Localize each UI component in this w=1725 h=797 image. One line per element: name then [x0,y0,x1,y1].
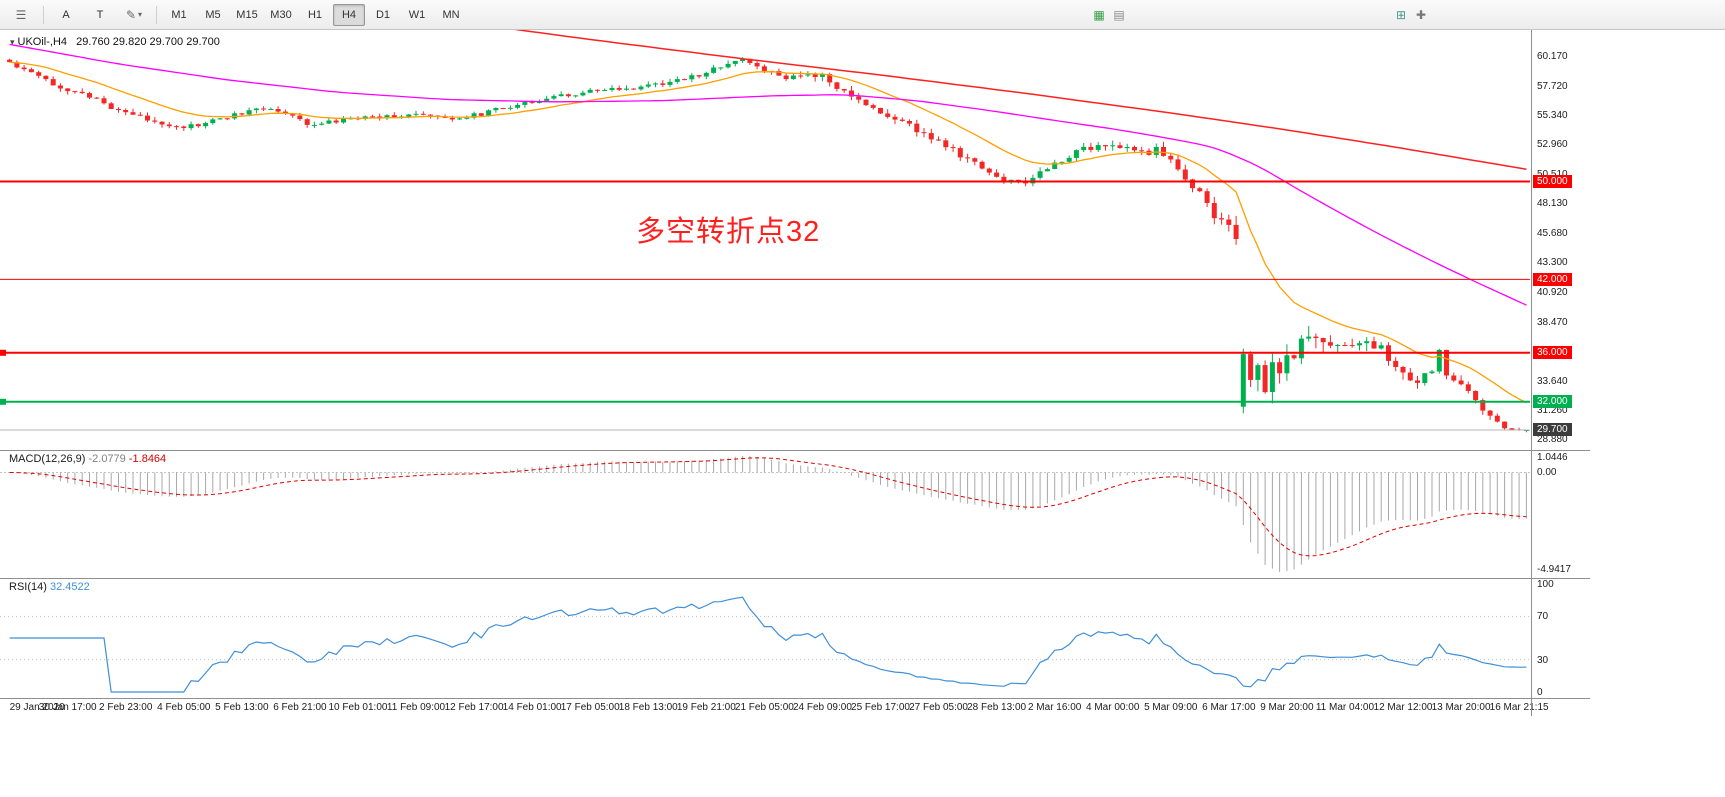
rsi-indicator-label: RSI(14) 32.4522 [9,581,90,593]
chart-toolbar: ☰ A T ✎ ▾ M1 M5 M15 M30 H1 H4 D1 W1 MN ▦ ▤ ⊞ ✚ [0,0,1725,30]
chevron-down-icon: ▾ [138,10,143,19]
price-tick: 60.170 [1537,51,1568,62]
price-tick: 40.920 [1537,286,1568,298]
macd-canvas[interactable] [0,450,1530,578]
price-tick: 33.640 [1537,375,1568,387]
time-scale[interactable]: 29 Jan 2020 30 Jan 17:00 2 Feb 23:00 4 Feb … [0,698,1590,717]
text-tool-button[interactable]: T [96,8,104,21]
price-tick: 48.130 [1537,198,1568,210]
panel-separator[interactable] [0,450,1590,451]
price-tick: 50.510 [1537,169,1568,181]
timeframe-button-h1[interactable]: H1 [307,8,323,21]
timeframe-group: M1 M5 M15 M30 H1 H4 D1 W1 MN [162,3,468,26]
time-label: 9 Mar 20:00 [1260,702,1314,713]
toolbar-separator [43,5,44,24]
indicators-icon[interactable]: ▦ [1093,8,1105,22]
time-label: 27 Feb 05:00 [909,702,968,713]
time-label: 5 Feb 13:00 [215,702,269,713]
time-label: 11 Feb 09:00 [386,702,446,713]
time-label: 18 Feb 13:00 [618,702,678,713]
macd-signal-value: -1.8464 [128,453,167,465]
rsi-canvas[interactable] [0,578,1530,698]
time-label: 2 Mar 16:00 [1027,702,1082,713]
macd-name: MACD(12,26,9) [9,453,86,465]
chart-header: ▾ UKOil-,H4 29.760 29.820 29.700 29.700 [10,36,220,48]
macd-scale-bottom: -4.9417 [1537,564,1571,575]
toolbar-separator [156,5,157,24]
timeframe-button-m1[interactable]: M1 [171,8,187,21]
time-label: 19 Feb 21:00 [676,702,736,713]
timeframe-button-h4[interactable]: H4 [333,3,365,26]
hline-price-tag: 42.000 [1533,272,1572,286]
rsi-value: 32.4522 [49,581,90,593]
time-label: 2 Feb 23:00 [99,702,153,713]
charts-list-icon[interactable]: ☰ [15,7,27,22]
time-label: 17 Feb 05:00 [560,702,620,713]
timeframe-button-m30[interactable]: M30 [270,8,292,21]
scale-separator [1531,30,1532,716]
grid-icon[interactable]: ⊞ [1395,8,1407,22]
crosshair-icon[interactable]: ✚ [1415,8,1427,22]
font-tool-button[interactable]: A [62,8,70,21]
rsi-name: RSI(14) [9,581,47,593]
rsi-scale-label: 100 [1537,579,1554,590]
time-label: 5 Mar 09:00 [1144,702,1198,713]
time-label: 10 Feb 01:00 [328,702,388,713]
hline-price-tag: 50.000 [1533,174,1572,188]
chart-annotation-text[interactable]: 多空转折点32 [636,216,821,248]
rsi-scale-label: 30 [1537,654,1549,666]
price-tick: 45.680 [1537,228,1568,240]
price-tick: 38.470 [1537,316,1568,328]
price-tick: 43.300 [1537,257,1568,269]
price-tick: 57.720 [1537,80,1568,92]
time-label: 30 Jan 17:00 [38,702,97,713]
time-label: 21 Feb 05:00 [734,702,794,713]
timeframe-button-mn[interactable]: MN [442,8,460,21]
price-tick: 28.880 [1537,434,1568,445]
ohlc-values: 29.760 29.820 29.700 29.700 [76,36,220,48]
time-label: 6 Mar 17:00 [1202,702,1256,713]
time-label: 24 Feb 09:00 [792,702,852,713]
time-label: 13 Mar 20:00 [1431,702,1491,713]
candlestick-canvas[interactable] [0,30,1530,450]
price-tick: 52.960 [1537,139,1568,151]
timeframe-button-d1[interactable]: D1 [375,8,391,21]
time-label: 28 Feb 13:00 [967,702,1027,713]
price-tick: 55.340 [1537,110,1568,122]
macd-scale-zero: 0.00 [1537,467,1557,479]
time-label: 4 Feb 05:00 [157,702,211,713]
time-label: 14 Feb 01:00 [502,702,562,713]
macd-value: -2.0779 [88,453,126,465]
timeframe-button-m5[interactable]: M5 [205,8,221,21]
macd-scale-top: 1.0446 [1537,452,1568,463]
draw-tools-dropdown[interactable]: ✎ ▾ [118,4,150,26]
time-label: 4 Mar 00:00 [1086,702,1140,713]
objects-list-icon[interactable]: ▤ [1113,8,1125,22]
time-label: 29 Jan 2020 [9,702,65,713]
timeframe-button-w1[interactable]: W1 [408,8,426,21]
symbol-timeframe-label: UKOil-,H4 [17,36,68,48]
time-label: 11 Mar 04:00 [1315,702,1375,713]
rsi-scale-label: 70 [1537,611,1549,623]
time-label: 12 Feb 17:00 [444,702,504,713]
panel-separator[interactable] [0,578,1590,579]
pencil-icon: ✎ [125,7,137,22]
symbol-dropdown-icon[interactable]: ▾ [10,37,15,47]
price-tick: 31.260 [1537,404,1568,416]
time-label: 6 Feb 21:00 [273,702,327,713]
hline-price-tag: 36.000 [1533,346,1572,360]
bid-price-tag: 29.700 [1533,423,1572,437]
hline-price-tag: 32.000 [1533,395,1572,409]
time-label: 12 Mar 12:00 [1373,702,1433,713]
rsi-scale-label: 0 [1537,687,1543,698]
time-label: 25 Feb 17:00 [851,702,910,713]
timeframe-button-m15[interactable]: M15 [236,8,258,21]
macd-indicator-label: MACD(12,26,9) -2.0779 -1.8464 [9,453,166,465]
time-label: 16 Mar 21:15 [1489,702,1549,713]
